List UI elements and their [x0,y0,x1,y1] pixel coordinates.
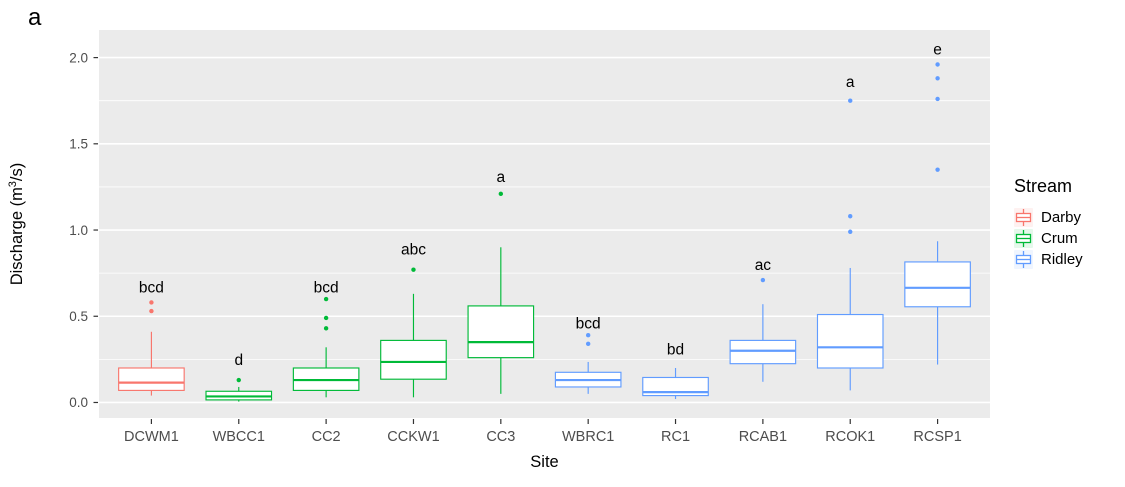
outlier-point [935,62,940,67]
outlier-point [935,96,940,102]
x-tick-label-CCKW1: CCKW1 [387,429,439,445]
outlier-point [848,214,853,219]
x-axis-title: Site [530,453,558,471]
sig-letter-DCWM1: bcd [139,279,164,296]
y-tick-label: 1.5 [69,137,88,152]
outlier-point [498,191,504,197]
x-tick-label-DCWM1: DCWM1 [124,429,179,445]
y-tick-label: 0.0 [69,395,88,410]
outlier-point [236,377,241,383]
outlier-point [323,315,329,321]
legend: Stream Darby [1014,176,1124,270]
legend-item-darby: Darby [1014,207,1124,228]
sig-letter-CC2: bcd [314,279,339,296]
x-tick-label-CC2: CC2 [312,429,341,445]
x-tick-label-RCSP1: RCSP1 [913,429,961,445]
sig-letter-RCAB1: ac [755,257,772,274]
outlier-point [323,296,329,302]
box-CC2 [292,296,360,398]
outlier-point [323,326,329,331]
boxplot-key-icon [1014,229,1033,248]
x-tick-label-WBRC1: WBRC1 [562,429,614,445]
box-CCKW1 [380,267,447,398]
y-tick-label: 1.0 [69,223,88,238]
box-RCAB1 [729,277,797,382]
box-CC3 [467,191,535,394]
outlier-point [848,229,853,234]
outlier-point [411,267,416,272]
box-RCSP1 [904,62,971,365]
sig-letter-CCKW1: abc [401,241,426,258]
sig-letter-RC1: bd [667,341,684,358]
legend-label: Darby [1041,209,1082,226]
x-tick-label-RCAB1: RCAB1 [739,429,787,445]
outlier-point [848,98,853,103]
outlier-point [760,277,766,283]
x-tick-label-CC3: CC3 [486,429,515,445]
x-tick-label-RCOK1: RCOK1 [825,429,875,445]
legend-label: Crum [1041,230,1078,247]
sig-letter-WBCC1: d [234,352,243,369]
boxplot-key-icon [1014,250,1033,269]
box-WBRC1 [554,333,622,394]
box-RC1 [642,367,709,400]
sig-letter-CC3: a [497,169,506,186]
outlier-point [935,76,940,81]
outlier-point [149,300,154,305]
panel-label: a [28,4,42,31]
y-axis-title: Discharge (m3/s) [7,163,26,286]
y-tick-label: 0.5 [69,309,88,324]
legend-item-ridley: Ridley [1014,249,1124,270]
boxplot-key-icon [1014,208,1033,227]
x-tick-label-WBCC1: WBCC1 [213,429,265,445]
box-WBCC1 [205,377,273,402]
sig-letter-WBRC1: bcd [576,316,601,333]
outlier-point [585,333,591,338]
outlier-point [585,341,591,347]
box-RCOK1 [816,98,884,391]
outlier-point [149,308,154,314]
y-tick-label: 2.0 [69,50,88,65]
sig-letter-RCSP1: e [933,41,942,58]
box-DCWM1 [118,300,185,396]
legend-item-crum: Crum [1014,228,1124,249]
sig-letter-RCOK1: a [846,74,855,91]
legend-label: Ridley [1041,251,1083,268]
legend-title: Stream [1014,176,1073,196]
outlier-point [935,167,940,172]
x-tick-label-RC1: RC1 [661,429,690,445]
